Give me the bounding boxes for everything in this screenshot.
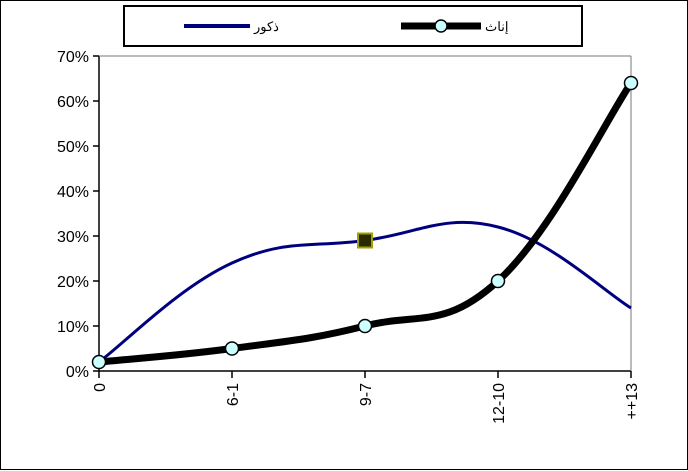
y-tick-label: 50%: [57, 139, 89, 156]
y-axis-ticks: 0% 10% 20% 30% 40% 50% 60% 70%: [57, 49, 99, 381]
legend-marker-females: [434, 19, 448, 33]
point-males-9-7: [357, 232, 373, 249]
point-females-12-10: [490, 273, 506, 289]
x-tick-label: ++13: [624, 383, 641, 420]
series-line-females: [98, 81, 634, 366]
y-tick-label: 40%: [57, 184, 89, 201]
x-tick-label: 6-1: [225, 383, 242, 406]
x-tick-label: 0: [92, 383, 109, 392]
legend-label-females: إناث: [485, 19, 508, 35]
y-tick-label: 0%: [66, 364, 89, 381]
legend-label-males: ذكور: [253, 19, 279, 35]
x-tick-label: 12-10: [491, 383, 508, 424]
x-axis-ticks: 0 6-1 9-7 12-10 ++13: [92, 371, 641, 424]
y-tick-label: 20%: [57, 274, 89, 291]
y-tick-label: 10%: [57, 319, 89, 336]
point-females-0: [91, 354, 107, 370]
x-tick-label: 9-7: [358, 383, 375, 406]
y-tick-label: 30%: [57, 229, 89, 246]
point-females-9-7: [357, 318, 373, 334]
series-layer: [91, 75, 639, 370]
legend: ذكور إناث: [123, 5, 583, 47]
y-tick-label: 60%: [57, 94, 89, 111]
y-tick-label: 70%: [57, 49, 89, 66]
point-females-++13: [623, 75, 639, 91]
point-females-6-1: [224, 341, 240, 356]
